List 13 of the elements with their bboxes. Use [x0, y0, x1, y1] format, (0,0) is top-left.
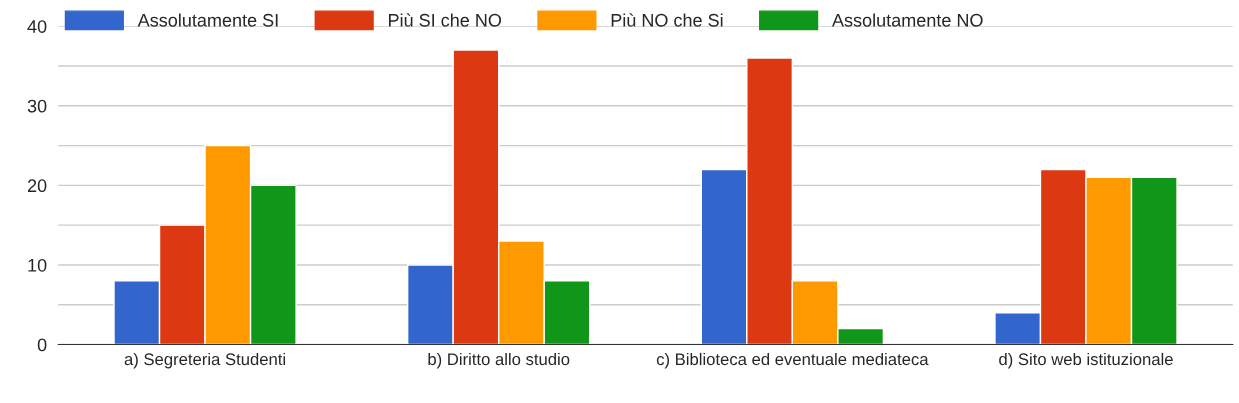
y-tick-label: 0 — [37, 338, 47, 352]
y-tick-label: 10 — [28, 258, 47, 272]
legend-label: Assolutamente SI — [137, 13, 278, 27]
y-tick-label: 30 — [27, 99, 47, 113]
legend-label: Più SI che NO — [388, 13, 502, 27]
x-tick-label: a) Segreteria Studenti — [124, 352, 286, 369]
y-tick-label: 20 — [27, 179, 47, 193]
legend-label: Assolutamente NO — [832, 13, 983, 27]
x-tick-label: d) Sito web istituzionale — [999, 352, 1173, 369]
x-tick-label: c) Biblioteca ed eventuale mediateca — [656, 352, 929, 369]
legend-label: Più NO che Si — [611, 13, 723, 27]
y-tick-label: 40 — [27, 20, 47, 33]
x-tick-label: b) Diritto allo studio — [428, 352, 570, 369]
